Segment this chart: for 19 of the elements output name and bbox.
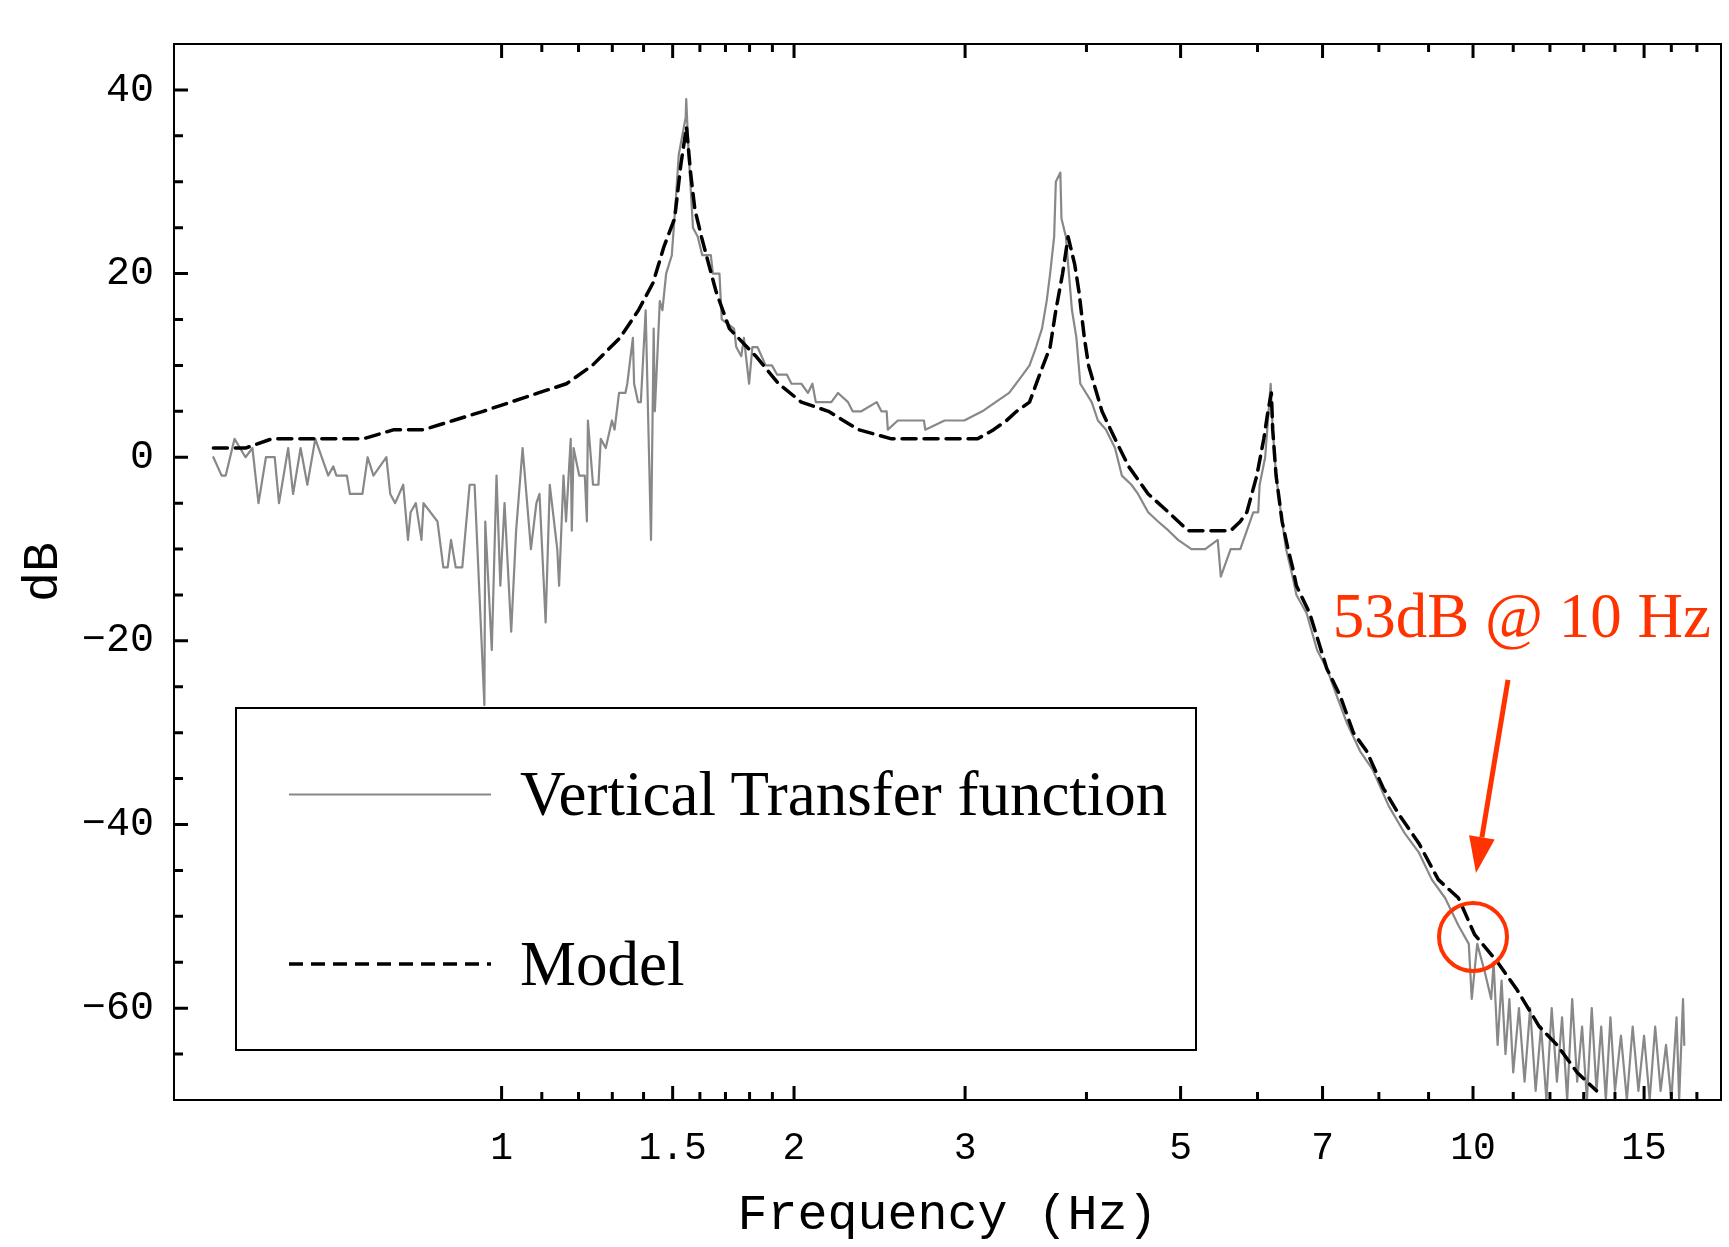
y-tick-label: −20 [81, 618, 154, 664]
x-tick-label: 15 [1621, 1126, 1667, 1170]
x-tick-label: 3 [953, 1126, 977, 1170]
y-tick-label: 40 [105, 67, 154, 113]
annotation: 53dB @ 10 Hz [1332, 580, 1711, 651]
x-tick-label: 7 [1311, 1126, 1334, 1170]
y-tick-label: 0 [129, 434, 154, 480]
x-axis-title: Frequency (Hz) [737, 1187, 1158, 1245]
x-tick-label: 2 [782, 1126, 806, 1170]
x-tick-label: 1 [490, 1126, 514, 1170]
y-axis-title: dB [15, 541, 73, 603]
y-tick-label: −40 [81, 802, 154, 848]
legend-label: Vertical Transfer function [520, 757, 1168, 831]
legend-label: Model [520, 927, 685, 1001]
y-tick-label: 20 [105, 251, 154, 297]
x-tick-label: 10 [1450, 1126, 1496, 1170]
x-tick-label: 1.5 [638, 1126, 707, 1170]
x-tick-label: 5 [1169, 1126, 1192, 1170]
y-tick-label: −60 [81, 985, 154, 1031]
